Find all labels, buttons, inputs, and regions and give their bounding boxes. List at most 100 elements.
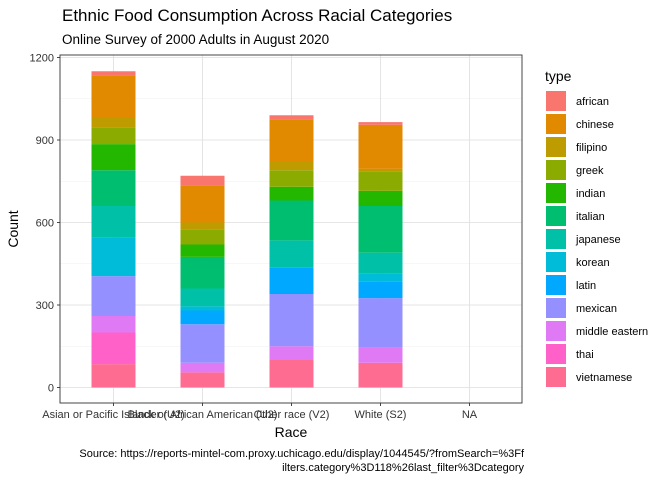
bar-segment-filipino	[91, 118, 136, 128]
legend-label: vietnamese	[576, 372, 632, 384]
bar-segment-japanese	[358, 252, 403, 274]
bar-segment-thai	[91, 332, 136, 365]
y-tick-label: 0	[48, 383, 54, 395]
legend-item-chinese: chinese	[546, 114, 614, 134]
x-tick-label: Asian or Pacific Islander (U2)	[42, 409, 184, 421]
y-axis: 0 300 600 900 1200	[30, 53, 60, 395]
legend-swatch	[546, 91, 566, 111]
legend-item-japanese: japanese	[546, 229, 621, 249]
bar-segment-greek	[269, 170, 314, 187]
bar-segment-mexican	[269, 294, 314, 347]
legend-item-vietnamese: vietnamese	[546, 367, 632, 387]
bar-segment-chinese	[180, 185, 225, 223]
plot-panel	[59, 54, 523, 404]
legend-label: indian	[576, 188, 605, 200]
bar-segment-chinese	[269, 119, 314, 162]
legend-swatch	[546, 252, 566, 272]
legend-item-korean: korean	[546, 252, 610, 272]
y-tick-label: 300	[36, 300, 54, 312]
legend-label: filipino	[576, 142, 607, 154]
legend-label: mexican	[576, 303, 617, 315]
bar-segment-mexican	[91, 276, 136, 316]
bar-segment-korean	[180, 306, 225, 311]
panel-border	[59, 54, 523, 404]
bar-segment-latin	[269, 267, 314, 294]
bar-segment-greek	[91, 127, 136, 145]
bar-segment-latin	[358, 281, 403, 299]
caption-line-2: ilters.category%3D118%26last_filter%3Dca…	[282, 462, 524, 474]
bar-segment-chinese	[358, 124, 403, 169]
legend-label: latin	[576, 280, 596, 292]
bar-segment-italian	[91, 170, 136, 206]
x-axis: Asian or Pacific Islander (U2)Black or A…	[42, 403, 478, 421]
legend-item-thai: thai	[546, 344, 594, 364]
legend-item-indian: indian	[546, 183, 605, 203]
bar-segment-korean	[91, 237, 136, 277]
bar-segment-middle-eastern	[269, 346, 314, 360]
legend-swatch	[546, 114, 566, 134]
bar-segment-italian	[180, 256, 225, 289]
bar-segment-italian	[358, 206, 403, 253]
x-tick-label: Other race (V2)	[254, 409, 330, 421]
legend-title: type	[545, 68, 572, 84]
bar-segment-japanese	[269, 240, 314, 268]
bar-segment-filipino	[180, 222, 225, 230]
x-axis-title: Race	[275, 424, 308, 440]
bar-segment-japanese	[91, 206, 136, 238]
bars-group	[91, 71, 403, 388]
bar-segment-greek	[358, 171, 403, 191]
bar-segment-greek	[180, 229, 225, 245]
legend-label: italian	[576, 211, 605, 223]
bar-segment-middle-eastern	[358, 347, 403, 363]
chart-title: Ethnic Food Consumption Across Racial Ca…	[62, 6, 452, 25]
legend-item-italian: italian	[546, 206, 605, 226]
bar-segment-japanese	[180, 288, 225, 307]
legend-item-mexican: mexican	[546, 298, 617, 318]
bar-segment-african	[269, 115, 314, 120]
legend-label: korean	[576, 257, 610, 269]
legend: type african chinese filipino greek indian it…	[545, 68, 648, 387]
bar-segment-middle-eastern	[180, 362, 225, 373]
bar-segment-indian	[180, 244, 225, 257]
y-tick-label: 600	[36, 218, 54, 230]
legend-swatch	[546, 229, 566, 249]
bar-segment-indian	[91, 144, 136, 171]
bar-segment-filipino	[358, 168, 403, 172]
legend-label: middle eastern	[576, 326, 648, 338]
legend-label: japanese	[575, 234, 621, 246]
bar-segment-vietnamese	[180, 372, 225, 388]
y-tick-label: 900	[36, 135, 54, 147]
bar-segment-vietnamese	[91, 364, 136, 388]
bar-segment-filipino	[269, 162, 314, 171]
bar-segment-african	[91, 71, 136, 76]
bar-segment-mexican	[358, 298, 403, 348]
bar-segment-mexican	[180, 324, 225, 363]
legend-item-latin: latin	[546, 275, 596, 295]
bar-segment-korean	[358, 273, 403, 282]
bar-segment-vietnamese	[269, 360, 314, 388]
bar-segment-latin	[180, 310, 225, 325]
x-tick-label: White (S2)	[355, 409, 407, 421]
x-tick-label: NA	[462, 409, 478, 421]
bar-segment-vietnamese	[358, 362, 403, 388]
legend-swatch	[546, 367, 566, 387]
caption-line-1: Source: https://reports-mintel-com.proxy…	[79, 448, 525, 460]
legend-item-greek: greek	[546, 160, 604, 180]
legend-swatch	[546, 206, 566, 226]
bar-segment-indian	[269, 186, 314, 201]
y-axis-title: Count	[5, 210, 21, 247]
legend-items: african chinese filipino greek indian italian…	[546, 91, 648, 387]
y-tick-label: 1200	[30, 53, 54, 65]
legend-swatch	[546, 344, 566, 364]
legend-swatch	[546, 183, 566, 203]
bar-segment-african	[180, 175, 225, 186]
bar-segment-african	[358, 122, 403, 125]
legend-swatch	[546, 298, 566, 318]
legend-item-african: african	[546, 91, 609, 111]
legend-label: greek	[576, 165, 604, 177]
bar-segment-indian	[358, 190, 403, 206]
bar-segment-italian	[269, 200, 314, 241]
bar-segment-middle-eastern	[91, 316, 136, 333]
legend-label: chinese	[576, 119, 614, 131]
